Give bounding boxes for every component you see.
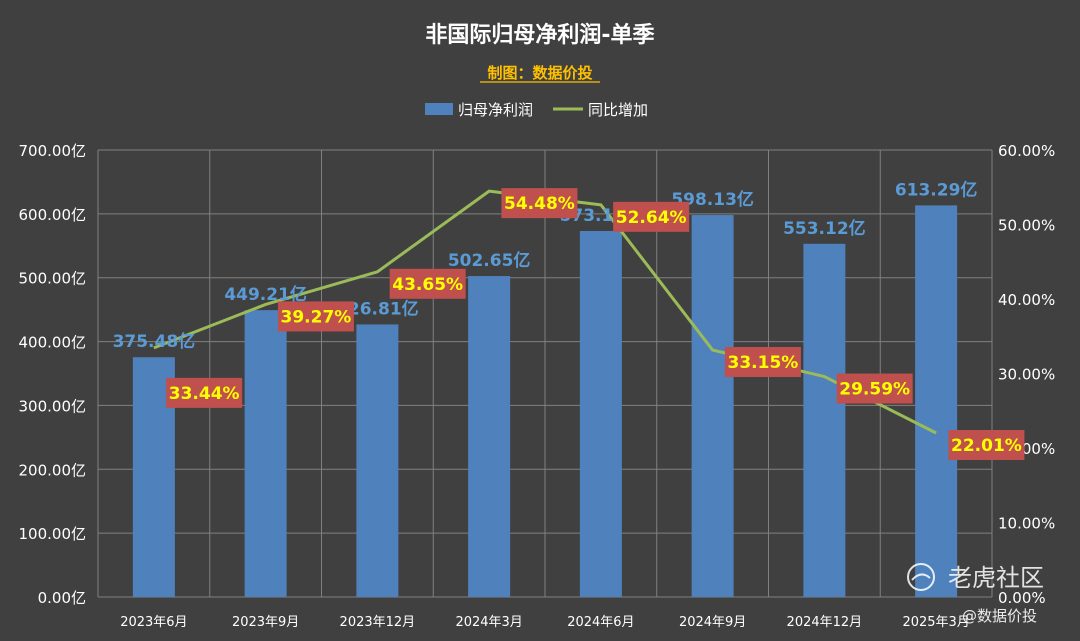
x-tick-label: 2024年6月: [567, 615, 634, 630]
line-value-label: 22.01%: [951, 436, 1022, 456]
line-label-box: [724, 347, 801, 378]
bar: [803, 243, 846, 597]
y-tick-label: 200.00亿: [19, 461, 87, 479]
bar-value-label: 598.13亿: [671, 189, 754, 210]
x-tick-label: 2024年9月: [679, 615, 746, 630]
y-tick-label: 400.00亿: [19, 334, 87, 352]
y-tick-label: 700.00亿: [19, 142, 87, 160]
bar-data-labels: 375.48亿449.21亿426.81亿502.65亿573.13亿598.1…: [113, 179, 978, 352]
x-tick-label: 2023年12月: [340, 615, 416, 630]
line-value-label: 29.59%: [839, 380, 910, 400]
line-value-label: 33.15%: [728, 353, 799, 373]
y2-tick-label: 40.00%: [998, 291, 1055, 309]
legend-bar-swatch: [425, 103, 453, 115]
chart-subtitle: 制图：数据价投: [487, 64, 592, 82]
watermark: 老虎社区 @数据价投: [907, 563, 1044, 625]
y-tick-label: 100.00亿: [19, 525, 87, 543]
y-tick-label: 0.00亿: [38, 589, 86, 607]
bar: [691, 215, 734, 597]
y-tick-label: 300.00亿: [19, 397, 87, 415]
watermark-brand: 老虎社区: [948, 564, 1044, 592]
tiger-logo-icon: [907, 563, 935, 591]
bar: [915, 205, 958, 597]
bar-value-label: 613.29亿: [895, 179, 978, 200]
y-axis-right: 0.00%10.00%20.00%30.00%40.00%50.00%60.00…: [998, 142, 1055, 607]
legend-bar-label: 归母净利润: [458, 101, 533, 119]
line-label-box: [389, 268, 466, 299]
x-tick-label: 2023年6月: [120, 615, 187, 630]
line-label-box: [836, 373, 913, 404]
line-label-box: [613, 201, 690, 232]
line-value-label: 39.27%: [281, 307, 352, 327]
y-tick-label: 600.00亿: [19, 206, 87, 224]
watermark-handle: @数据价投: [962, 607, 1037, 625]
legend-line-label: 同比增加: [588, 101, 648, 119]
bar-value-label: 426.81亿: [336, 298, 419, 319]
legend: 归母净利润 同比增加: [425, 101, 648, 119]
bar: [468, 276, 511, 597]
bar: [244, 310, 287, 597]
line-label-box: [166, 377, 243, 408]
line-value-label: 43.65%: [392, 275, 463, 295]
y2-tick-label: 50.00%: [998, 217, 1055, 235]
y2-tick-label: 30.00%: [998, 366, 1055, 384]
line-data-labels: 33.44% 39.27% 43.65% 54.48% 52.64% 33.15% 29.5…: [166, 188, 1025, 461]
bar-value-label: 502.65亿: [448, 250, 531, 271]
x-tick-label: 2024年12月: [787, 615, 863, 630]
y-tick-label: 500.00亿: [19, 270, 87, 288]
line-value-label: 54.48%: [504, 194, 575, 214]
line-label-box: [501, 188, 578, 219]
x-tick-label: 2023年9月: [232, 615, 299, 630]
chart-title: 非国际归母净利润-单季: [425, 22, 654, 48]
line-label-box: [277, 301, 354, 332]
y2-tick-label: 60.00%: [998, 142, 1055, 160]
line-label-box: [948, 430, 1025, 461]
tiger-logo-stroke: [911, 573, 931, 581]
bar: [579, 231, 622, 597]
bar-value-label: 553.12亿: [783, 218, 866, 239]
x-tick-label: 2024年3月: [455, 615, 522, 630]
y2-tick-label: 0.00%: [998, 589, 1046, 607]
y-axis-left: 0.00亿 100.00亿 200.00亿 300.00亿 400.00亿 500.00亿…: [19, 142, 87, 607]
y2-tick-label: 10.00%: [998, 515, 1055, 533]
bar-value-label: 375.48亿: [113, 331, 196, 352]
line-value-label: 52.64%: [616, 208, 687, 228]
x-axis: 2023年6月 2023年9月 2023年12月 2024年3月 2024年6月 2024…: [120, 615, 970, 630]
bar: [356, 324, 399, 597]
line-value-label: 33.44%: [169, 384, 240, 404]
x-tick-label: 2025年3月: [902, 615, 969, 630]
bar-value-label: 449.21亿: [224, 284, 307, 305]
